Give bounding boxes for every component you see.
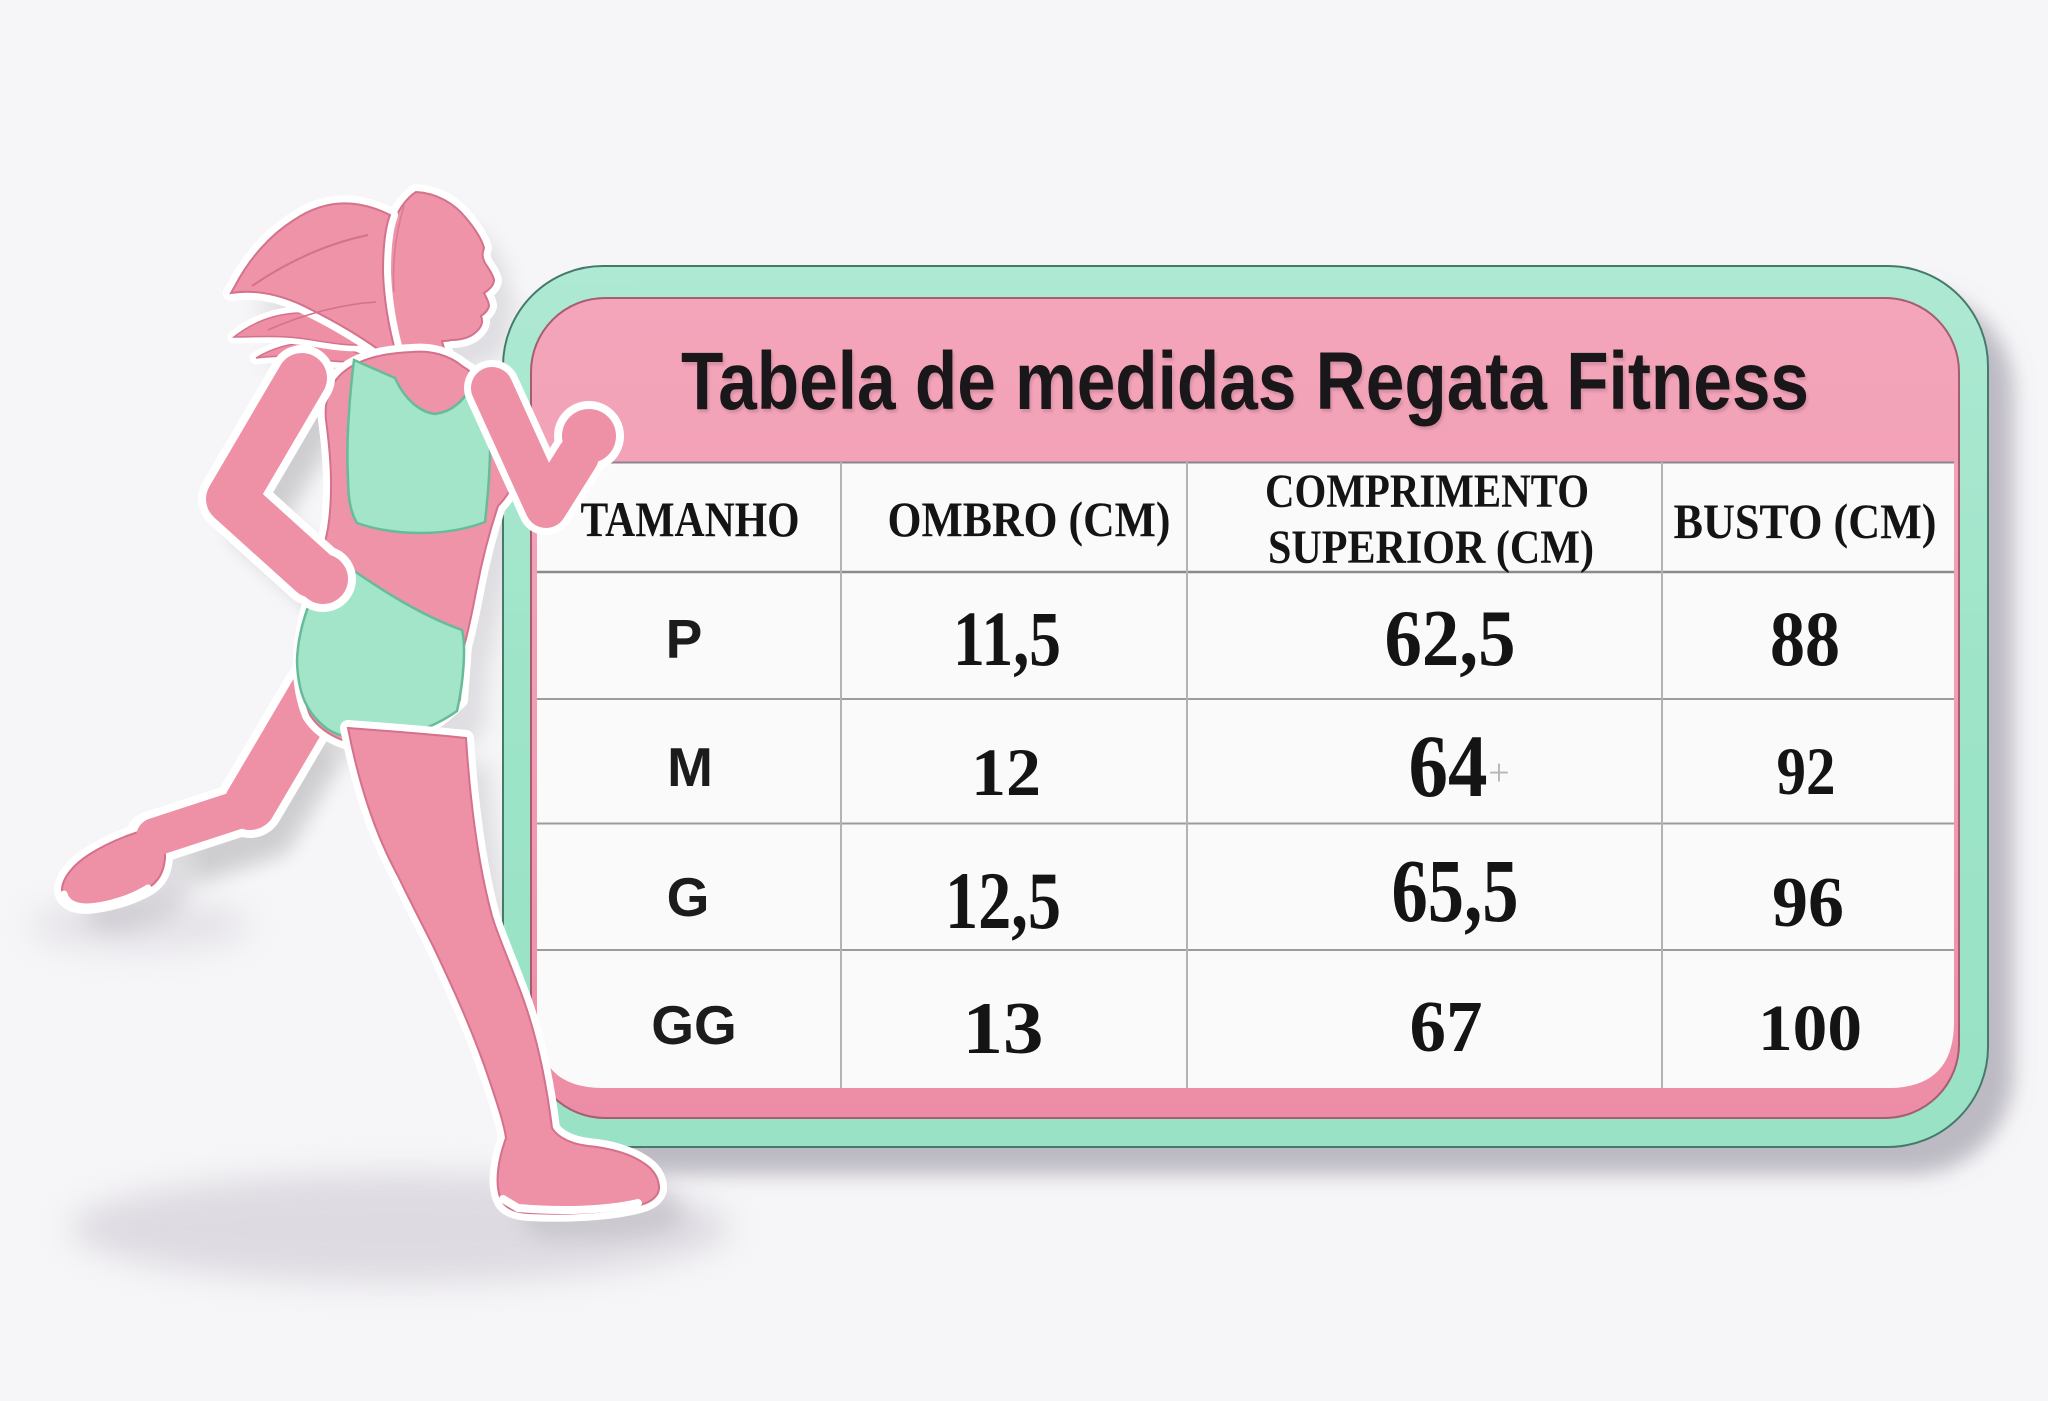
svg-text:+: + [1488, 752, 1509, 794]
svg-text:96: 96 [1772, 864, 1844, 942]
svg-text:OMBRO (CM): OMBRO (CM) [888, 491, 1171, 547]
svg-text:64: 64 [1409, 718, 1488, 816]
svg-text:11,5: 11,5 [953, 595, 1061, 682]
svg-text:88: 88 [1770, 595, 1840, 682]
svg-text:12,5: 12,5 [945, 855, 1061, 946]
svg-text:G: G [667, 866, 710, 928]
svg-text:92: 92 [1777, 733, 1836, 809]
svg-text:Tabela de medidas Regata Fitne: Tabela de medidas Regata Fitness [681, 336, 1809, 427]
svg-text:13: 13 [963, 988, 1044, 1070]
svg-text:TAMANHO: TAMANHO [581, 491, 800, 547]
svg-text:100: 100 [1758, 992, 1862, 1065]
svg-text:GG: GG [651, 994, 737, 1056]
svg-text:12: 12 [971, 734, 1041, 810]
svg-text:62,5: 62,5 [1385, 593, 1516, 683]
svg-text:COMPRIMENTO: COMPRIMENTO [1265, 465, 1589, 518]
svg-text:67: 67 [1410, 986, 1483, 1067]
svg-text:M: M [667, 736, 713, 798]
svg-text:P: P [666, 608, 703, 670]
svg-text:65,5: 65,5 [1392, 842, 1519, 941]
svg-text:SUPERIOR (CM): SUPERIOR (CM) [1268, 521, 1594, 574]
svg-text:BUSTO (CM): BUSTO (CM) [1674, 493, 1937, 549]
